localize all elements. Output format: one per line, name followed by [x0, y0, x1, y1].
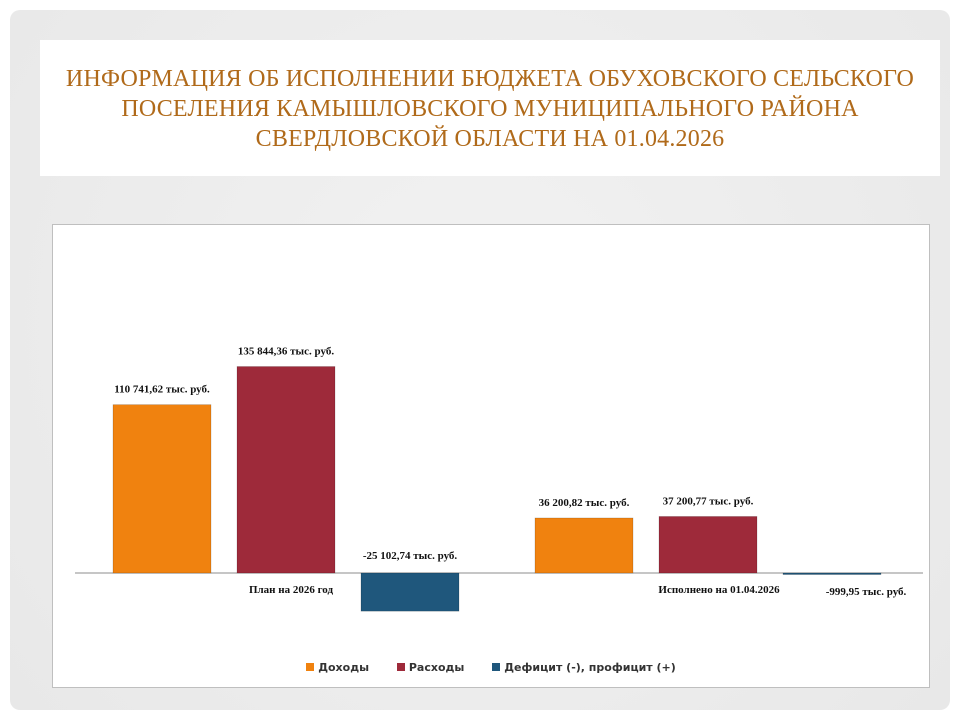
legend-swatch-income — [306, 663, 315, 671]
legend-label-income: Доходы — [318, 661, 370, 674]
legend-label-expense: Расходы — [408, 661, 465, 674]
title-box: ИНФОРМАЦИЯ ОБ ИСПОЛНЕНИИ БЮДЖЕТА ОБУХОВС… — [40, 40, 940, 176]
bar-income-0 — [112, 404, 212, 574]
chart-legend: Доходы Расходы Дефицит (-), профицит (+) — [53, 661, 929, 674]
bar-deficit-0 — [360, 572, 460, 612]
legend-item-expense: Расходы — [396, 661, 465, 674]
legend-swatch-expense — [396, 663, 405, 671]
data-label-expense-0: 135 844,36 тыс. руб. — [238, 346, 334, 358]
legend-item-income: Доходы — [306, 661, 369, 674]
data-label-expense-1: 37 200,77 тыс. руб. — [663, 495, 754, 507]
budget-bar-chart: 110 741,62 тыс. руб. 135 844,36 тыс. руб.… — [75, 346, 923, 612]
data-label-deficit-1: -999,95 тыс. руб. — [826, 586, 907, 598]
legend-label-deficit: Дефицит (-), профицит (+) — [504, 661, 676, 674]
data-label-income-0: 110 741,62 тыс. руб. — [114, 384, 210, 396]
category-label-1: Исполнено на 01.04.2026 — [658, 584, 780, 596]
page-title: ИНФОРМАЦИЯ ОБ ИСПОЛНЕНИИ БЮДЖЕТА ОБУХОВС… — [65, 66, 915, 152]
slide-background: ИНФОРМАЦИЯ ОБ ИСПОЛНЕНИИ БЮДЖЕТА ОБУХОВС… — [10, 10, 950, 710]
chart-area: 110 741,62 тыс. руб. 135 844,36 тыс. руб.… — [52, 224, 930, 688]
legend-item-deficit: Дефицит (-), профицит (+) — [492, 661, 676, 674]
legend-swatch-deficit — [492, 663, 501, 671]
bar-deficit-1 — [782, 572, 882, 575]
data-label-income-1: 36 200,82 тыс. руб. — [539, 497, 630, 509]
data-label-deficit-0: -25 102,74 тыс. руб. — [363, 550, 458, 562]
bar-income-1 — [534, 517, 634, 574]
category-label-0: План на 2026 год — [249, 584, 334, 596]
bar-expense-1 — [658, 516, 758, 574]
bar-expense-0 — [236, 366, 336, 574]
